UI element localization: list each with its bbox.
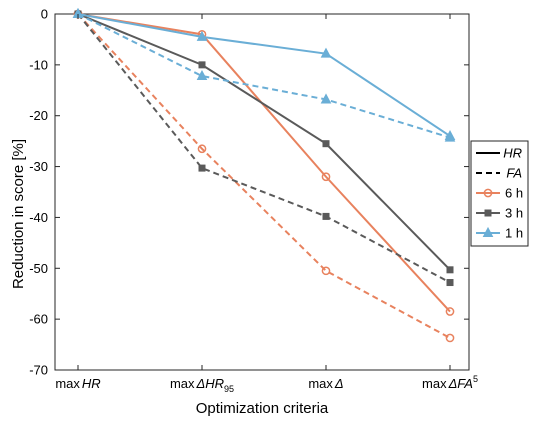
data-point-circle [321, 266, 331, 276]
data-point-triangle [320, 93, 332, 104]
data-point-square [322, 212, 330, 220]
y-axis: 0 -10 -20 -30 -40 -50 -60 -70 [29, 7, 469, 378]
data-point-triangle [196, 30, 208, 41]
x-tick-label: max ΔFA5 [422, 374, 478, 391]
data-point-square [446, 279, 454, 287]
data-point-circle [197, 144, 207, 154]
data-point-triangle [444, 131, 456, 142]
x-axis: max HR max ΔHR95 max Δ max ΔFA5 [55, 14, 478, 394]
legend-label: 3 h [505, 206, 523, 221]
y-tick-label: -20 [29, 108, 48, 123]
series-layer [72, 7, 456, 343]
x-tick-label: max ΔHR95 [170, 376, 234, 394]
series-line [77, 13, 451, 284]
series-line [77, 13, 451, 137]
legend-label: FA [506, 166, 522, 181]
legend-label: HR [503, 146, 522, 161]
legend-marker-triangle [482, 226, 494, 237]
y-tick-label: 0 [41, 7, 48, 22]
legend-marker-circle [483, 188, 493, 198]
series-line [77, 13, 451, 313]
series-1h-FA [72, 7, 456, 142]
y-tick-label: -30 [29, 159, 48, 174]
legend-label: 1 h [505, 226, 523, 241]
data-point-square [446, 266, 454, 274]
data-point-circle [321, 172, 331, 182]
y-axis-title: Reduction in score [%] [10, 139, 27, 289]
data-point-circle [445, 333, 455, 343]
y-tick-label: -40 [29, 210, 48, 225]
legend-marker-square [484, 209, 492, 217]
y-tick-label: -70 [29, 363, 48, 378]
y-tick-label: -50 [29, 261, 48, 276]
data-point-square [198, 61, 206, 69]
legend-label: 6 h [505, 186, 523, 201]
data-point-circle [445, 307, 455, 316]
data-point-triangle [196, 69, 208, 81]
data-point-square [198, 164, 206, 172]
data-point-square [322, 140, 330, 148]
x-axis-title: Optimization criteria [196, 400, 329, 417]
x-tick-label: max HR [55, 376, 100, 391]
x-tick-label: max Δ [308, 376, 343, 391]
series-line [77, 13, 451, 271]
series-line [77, 13, 451, 339]
y-tick-label: -60 [29, 312, 48, 327]
series-line [77, 13, 451, 139]
y-tick-label: -10 [29, 57, 48, 72]
data-point-triangle [320, 47, 332, 58]
legend: HR FA 6 h 3 h 1 h [470, 140, 529, 247]
